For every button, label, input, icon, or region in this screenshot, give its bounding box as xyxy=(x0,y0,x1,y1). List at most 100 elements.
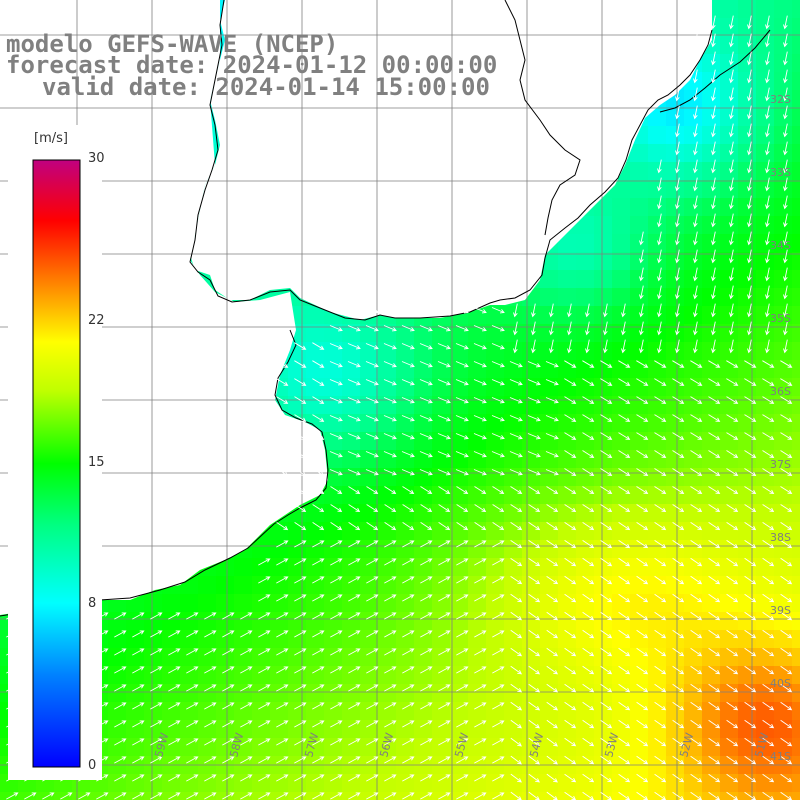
wind-arrow xyxy=(168,666,181,674)
wind-arrow xyxy=(456,576,469,584)
field-cell xyxy=(720,630,739,649)
wind-arrow xyxy=(582,719,595,729)
field-cell xyxy=(432,486,451,505)
field-cell xyxy=(342,522,361,541)
field-cell xyxy=(486,648,505,667)
wind-arrow xyxy=(600,701,613,711)
wind-arrow xyxy=(654,396,667,404)
field-cell xyxy=(738,126,757,145)
wind-arrow xyxy=(312,666,325,674)
wind-arrow xyxy=(437,451,451,458)
wind-arrow xyxy=(654,468,667,477)
field-cell xyxy=(540,504,559,523)
wind-arrow xyxy=(708,719,721,729)
wind-arrow xyxy=(276,720,289,728)
field-cell xyxy=(792,774,800,793)
wind-arrow xyxy=(348,576,361,584)
field-cell xyxy=(720,540,739,559)
wind-arrow xyxy=(762,557,775,567)
wind-arrow xyxy=(222,648,235,656)
field-cell xyxy=(630,162,649,181)
field-cell xyxy=(360,774,379,793)
wind-arrow xyxy=(438,594,451,602)
wind-arrow xyxy=(419,451,433,458)
field-cell xyxy=(648,126,667,145)
wind-arrow xyxy=(744,719,757,729)
field-cell xyxy=(576,540,595,559)
field-cell xyxy=(144,648,163,667)
wind-arrow xyxy=(765,213,770,228)
field-cell xyxy=(468,720,487,739)
field-cell xyxy=(162,738,181,757)
wind-arrow xyxy=(711,159,716,174)
field-cell xyxy=(468,486,487,505)
wind-arrow xyxy=(780,378,793,386)
wind-arrow xyxy=(690,737,703,747)
field-cell xyxy=(432,558,451,577)
field-cell xyxy=(792,540,800,559)
wind-arrow xyxy=(258,792,271,800)
wind-arrow xyxy=(294,414,307,422)
wind-arrow xyxy=(456,792,469,800)
wind-arrow xyxy=(348,738,361,746)
wind-arrow xyxy=(510,540,523,549)
wind-arrow xyxy=(582,540,595,549)
wind-arrow xyxy=(114,738,127,746)
wind-arrow xyxy=(222,630,235,638)
wind-arrow xyxy=(330,666,343,674)
wind-arrow xyxy=(783,177,788,192)
wind-arrow xyxy=(258,630,271,638)
field-cell xyxy=(630,432,649,451)
wind-arrow xyxy=(546,737,558,747)
field-cell xyxy=(504,594,523,613)
field-cell xyxy=(792,648,800,667)
wind-arrow xyxy=(618,755,631,765)
wind-arrow xyxy=(150,756,163,764)
field-cell xyxy=(558,414,577,433)
wind-arrow xyxy=(546,486,559,495)
field-cell xyxy=(630,198,649,217)
wind-arrow xyxy=(729,339,734,354)
field-cell xyxy=(792,342,800,361)
field-cell xyxy=(756,450,775,469)
field-cell xyxy=(648,198,667,217)
wind-arrow xyxy=(366,504,379,513)
field-cell xyxy=(648,342,667,361)
field-cell xyxy=(684,720,703,739)
field-cell xyxy=(774,216,793,235)
wind-arrow xyxy=(383,343,397,350)
wind-arrow xyxy=(762,450,775,459)
field-cell xyxy=(720,324,739,343)
wind-arrow xyxy=(402,792,415,800)
field-cell xyxy=(396,666,415,685)
wind-arrow xyxy=(582,665,595,675)
wind-arrow xyxy=(114,756,127,764)
wind-arrow xyxy=(744,450,757,459)
field-cell xyxy=(576,612,595,631)
field-cell xyxy=(630,144,649,163)
field-cell xyxy=(288,522,307,541)
field-cell xyxy=(684,540,703,559)
wind-arrow xyxy=(780,737,793,747)
wind-arrow xyxy=(132,738,145,746)
wind-arrow xyxy=(528,755,540,765)
field-cell xyxy=(324,720,343,739)
field-cell xyxy=(576,558,595,577)
field-cell xyxy=(702,576,721,595)
field-cell xyxy=(270,522,289,541)
field-cell xyxy=(378,504,397,523)
wind-arrow xyxy=(456,612,469,620)
wind-arrow xyxy=(729,33,734,48)
field-cell xyxy=(576,720,595,739)
field-cell xyxy=(774,612,793,631)
wind-arrow xyxy=(690,432,703,440)
wind-arrow xyxy=(384,612,397,620)
wind-arrow xyxy=(765,105,770,120)
wind-arrow xyxy=(474,576,487,584)
wind-arrow xyxy=(510,522,523,531)
wind-arrow xyxy=(456,522,469,531)
wind-arrow xyxy=(419,469,433,476)
field-cell xyxy=(306,630,325,649)
wind-arrow xyxy=(582,450,595,459)
field-cell xyxy=(396,612,415,631)
